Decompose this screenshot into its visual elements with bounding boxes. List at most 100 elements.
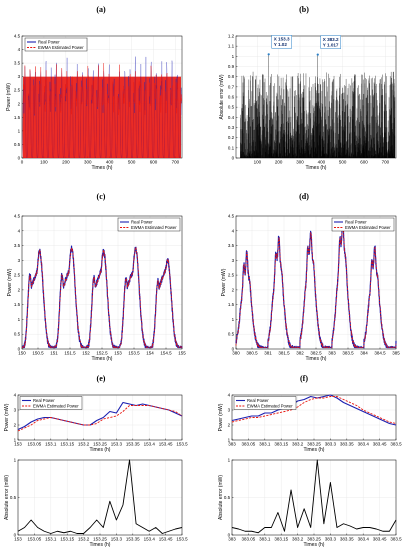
- y-tick-label: 1: [14, 458, 17, 463]
- x-tick-label: 154.5: [160, 351, 172, 356]
- y-tick-label: 3.5: [14, 243, 21, 248]
- y-tick-label: 0.1: [228, 145, 235, 150]
- x-tick-label: 100: [254, 160, 262, 165]
- x-tick-label: 381: [264, 351, 272, 356]
- x-axis-label: Times (h): [90, 542, 111, 548]
- axes-e-upper: 153 153.05 153.1 153.15 153.2 153.25 153.3 153.…: [4, 393, 188, 454]
- y-tick-label: 4: [18, 228, 21, 233]
- y-tick-label: 4.5: [14, 34, 21, 39]
- x-tick-label: 153.05: [28, 442, 42, 447]
- y-tick-label: 1.5: [14, 115, 21, 120]
- legend-real-label: Real Power: [131, 219, 153, 224]
- legend-real-label: Real Power: [38, 39, 60, 44]
- y-tick-label: 1.2: [228, 34, 235, 39]
- y-tick-label: 3: [228, 408, 231, 413]
- y-tick-label: 0: [232, 156, 235, 161]
- datatip-marker: [316, 53, 319, 56]
- x-tick-label: 153.2: [78, 537, 90, 542]
- y-tick-label: 3: [14, 408, 17, 413]
- y-tick-label: 4: [232, 228, 235, 233]
- x-tick-label: 153.3: [111, 442, 123, 447]
- x-tick-label: 383: [328, 351, 336, 356]
- datatip-box: [271, 35, 292, 49]
- x-tick-label: 153.5: [128, 351, 140, 356]
- x-tick-label: 150: [18, 351, 26, 356]
- legend-ewma-label: EWMA Estimated Power: [33, 403, 79, 408]
- y-tick-label: 3: [232, 258, 235, 263]
- datatip-x: X 153.3: [274, 37, 290, 42]
- ewma-power-line: [235, 222, 397, 348]
- x-axis-label: Times (h): [304, 447, 325, 453]
- x-tick-label: 380: [232, 351, 240, 356]
- panel-label: (c): [97, 192, 106, 201]
- y-tick-label: 4: [14, 393, 17, 398]
- x-tick-label: 200: [275, 160, 283, 165]
- x-tick-label: 153.45: [159, 537, 173, 542]
- x-tick-label: 383.45: [373, 537, 387, 542]
- x-tick-label: 600: [360, 160, 368, 165]
- y-tick-label: 2: [18, 101, 21, 106]
- y-tick-label: 1.5: [14, 302, 21, 307]
- x-tick-label: 383: [228, 442, 236, 447]
- datatip-marker: [267, 53, 270, 56]
- legend-box: [19, 396, 83, 410]
- x-tick-label: 200: [62, 160, 70, 165]
- x-tick-label: 300: [296, 160, 304, 165]
- x-tick-label: 600: [150, 160, 158, 165]
- x-tick-label: 153.4: [144, 537, 156, 542]
- y-tick-label: 2: [232, 287, 235, 292]
- absolute-error-line: [231, 459, 397, 534]
- x-tick-label: 153.1: [45, 442, 57, 447]
- x-tick-label: 151: [50, 351, 58, 356]
- legend-box: [24, 37, 88, 52]
- x-axis-label: Times (h): [304, 542, 325, 548]
- x-tick-label: 153: [14, 537, 22, 542]
- y-tick-label: 0.5: [14, 332, 21, 337]
- y-tick-label: 1: [14, 438, 17, 443]
- legend-ewma-label: EWMA Estimated Power: [247, 403, 293, 408]
- axes-d: 380 380.5 381 381.5 382 382.5 383 383.5 384 384.5…: [221, 214, 400, 363]
- y-tick-label: 0: [18, 347, 21, 352]
- y-tick-label: 0.2: [228, 135, 235, 140]
- y-tick-label: 3: [18, 74, 21, 79]
- x-tick-label: 153: [114, 351, 122, 356]
- x-tick-label: 380.5: [246, 351, 258, 356]
- x-tick-label: 400: [106, 160, 114, 165]
- y-axis-label: Absolute error (mW): [4, 475, 10, 520]
- y-tick-label: 2: [18, 287, 21, 292]
- x-tick-label: 383.3: [325, 537, 337, 542]
- y-tick-label: 1.1: [228, 44, 235, 49]
- y-tick-label: 0.5: [228, 105, 235, 110]
- x-tick-label: 700: [172, 160, 180, 165]
- x-tick-label: 383.35: [340, 442, 354, 447]
- y-tick-label: 2.5: [14, 88, 21, 93]
- x-tick-label: 383.5: [390, 442, 402, 447]
- y-tick-label: 0.4: [228, 115, 235, 120]
- y-tick-label: 0.5: [14, 142, 21, 147]
- x-tick-label: 700: [382, 160, 390, 165]
- x-tick-label: 153.25: [93, 537, 107, 542]
- x-tick-label: 153.25: [93, 442, 107, 447]
- y-tick-label: 0.7: [228, 84, 235, 89]
- datatip-y: Y 1.017: [323, 42, 339, 47]
- x-tick-label: 153.35: [126, 537, 140, 542]
- x-axis-label: Times (h): [306, 165, 327, 171]
- x-tick-label: 384: [360, 351, 368, 356]
- real-power-line: [231, 394, 397, 426]
- x-tick-label: 383.2: [292, 537, 304, 542]
- legend-real-label: Real Power: [33, 398, 55, 403]
- panel-label: (d): [299, 192, 309, 201]
- x-axis-label: Times (h): [306, 356, 327, 362]
- x-tick-label: 382: [296, 351, 304, 356]
- x-tick-label: 383.3: [325, 442, 337, 447]
- x-tick-label: 383.4: [358, 442, 370, 447]
- ewma-power-line: [22, 62, 182, 158]
- x-tick-label: 381.5: [278, 351, 290, 356]
- x-tick-label: 153.5: [176, 537, 188, 542]
- x-tick-label: 153.15: [60, 537, 74, 542]
- y-tick-label: 4.5: [14, 214, 21, 219]
- y-tick-label: 2.5: [228, 273, 235, 278]
